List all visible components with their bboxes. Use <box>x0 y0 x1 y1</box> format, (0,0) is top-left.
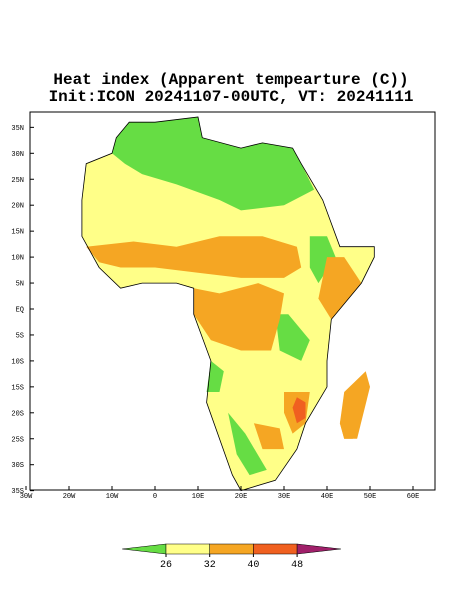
lon-tick-label: 30E <box>278 493 291 501</box>
lon-tick-label: 0 <box>153 493 157 501</box>
region <box>309 236 336 284</box>
colorbar-tick-label: 26 <box>160 560 172 571</box>
colorbar-segment <box>296 543 341 555</box>
colorbar-segment <box>165 543 210 555</box>
region <box>228 412 267 476</box>
region <box>193 283 284 351</box>
title: Heat index (Apparent tempearture (C)) <box>53 71 408 89</box>
region <box>253 423 284 450</box>
lon-tick-label: 50E <box>364 493 377 501</box>
lon-tick-label: 10W <box>106 493 119 501</box>
lat-tick-label: 25N <box>11 177 24 185</box>
lat-tick-label: 10N <box>11 255 24 263</box>
region <box>86 236 302 278</box>
lon-tick-label: 40E <box>321 493 334 501</box>
map-frame <box>29 111 436 491</box>
lat-tick-label: 5N <box>16 281 24 289</box>
lat-tick-label: 30N <box>11 151 24 159</box>
lat-tick-label: 25S <box>11 436 24 444</box>
lat-tick-label: EQ <box>16 307 24 315</box>
lon-tick-label: 60E <box>407 493 420 501</box>
region <box>292 397 306 424</box>
lat-tick-label: 30S <box>11 462 24 470</box>
lat-tick-label: 20S <box>11 410 24 418</box>
lat-tick-label: 5S <box>16 332 24 340</box>
map: 30W 20W 10W 0 10E 20E 30E 40E 50E 60E 35N 30N 25N 20N… <box>11 116 420 501</box>
colorbar-segment <box>209 543 254 555</box>
region <box>275 314 310 361</box>
region <box>339 402 353 439</box>
lon-tick-label: 20W <box>63 493 76 501</box>
lat-tick-label: 15S <box>11 384 24 392</box>
lat-tick-label: 10S <box>11 358 24 366</box>
region <box>112 117 315 211</box>
colorbar-tick-label: 32 <box>204 560 216 571</box>
colorbar-segment <box>253 543 298 555</box>
coastline <box>81 116 375 492</box>
lat-tick-label: 20N <box>11 203 24 211</box>
lat-tick-label: 15N <box>11 229 24 237</box>
subtitle: Init:ICON 20241107-00UTC, VT: 20241111 <box>49 88 414 106</box>
lat-tick-label: 35S <box>11 488 24 496</box>
lat-tick-label: 35N <box>11 125 24 133</box>
lon-tick-label: 10E <box>192 493 205 501</box>
region <box>318 257 362 320</box>
lon-tick-label: 30W <box>20 493 33 501</box>
lon-tick-label: 20E <box>235 493 248 501</box>
colorbar-tick-label: 48 <box>291 560 303 571</box>
region <box>206 360 224 392</box>
colorbar-tick-label: 40 <box>247 560 259 571</box>
colorbar: 26 32 40 48 <box>122 543 341 571</box>
